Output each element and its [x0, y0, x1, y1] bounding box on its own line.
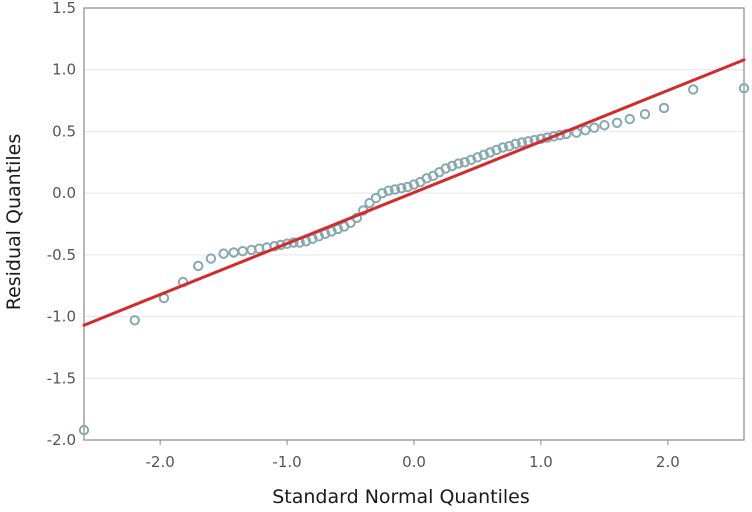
qq-point — [453, 158, 464, 169]
grid-lines — [84, 69, 744, 379]
qq-point — [465, 154, 477, 166]
y-tick-label: -0.5 — [47, 246, 76, 264]
qq-point — [402, 181, 413, 193]
y-axis-ticks: -2.0 -1.5 -1.0 -0.5 0.0 0.5 1.0 1.5 — [47, 0, 76, 449]
qq-point — [440, 163, 451, 174]
qq-point — [472, 152, 483, 163]
qq-point — [516, 137, 528, 148]
y-tick-label: -1.0 — [47, 308, 76, 326]
qq-point — [589, 122, 600, 133]
y-axis-title: Residual Quantiles — [3, 134, 25, 311]
data-points — [78, 83, 750, 436]
qq-point — [599, 120, 610, 131]
qq-point — [478, 149, 490, 161]
qq-point — [218, 248, 229, 259]
qq-point — [510, 138, 521, 149]
plot-frame — [83, 7, 745, 441]
y-tick-label: 0.0 — [52, 184, 76, 202]
qq-point — [446, 160, 458, 172]
qq-point — [396, 183, 407, 194]
qq-point — [370, 192, 382, 204]
qq-point — [658, 102, 670, 114]
y-tick-label: 0.5 — [52, 122, 76, 140]
y-tick-label: -1.5 — [47, 369, 76, 387]
qq-point — [688, 84, 699, 95]
qq-point — [193, 260, 204, 272]
x-axis-ticks: -2.0 -1.0 0.0 1.0 2.0 — [146, 440, 680, 471]
qq-point — [389, 184, 401, 195]
qq-point — [129, 315, 140, 326]
qq-point — [580, 124, 591, 136]
reference-line — [82, 58, 746, 327]
qq-point — [611, 117, 623, 128]
y-tick-label: 1.0 — [52, 61, 76, 79]
x-tick-label: 2.0 — [656, 453, 680, 471]
qq-point — [497, 142, 509, 153]
x-tick-label: -1.0 — [272, 453, 301, 471]
qq-point — [377, 187, 388, 199]
x-tick-label: 0.0 — [402, 453, 426, 471]
qq-point — [421, 173, 432, 184]
qq-point — [738, 83, 750, 94]
qq-point — [548, 131, 559, 142]
qq-point — [639, 108, 651, 120]
qq-point — [237, 245, 248, 257]
qq-point — [484, 147, 496, 158]
y-tick-label: 1.5 — [52, 0, 76, 17]
qq-point — [383, 185, 394, 196]
qq-point — [503, 141, 515, 152]
qq-point — [459, 157, 470, 168]
qq-point — [408, 179, 420, 190]
qq-point — [491, 144, 502, 156]
qq-point — [78, 424, 90, 436]
x-tick-label: 1.0 — [529, 453, 553, 471]
qq-point — [364, 197, 375, 209]
x-tick-label: -2.0 — [146, 453, 175, 471]
qq-point — [624, 113, 635, 125]
y-tick-label: -2.0 — [47, 431, 76, 449]
x-axis-title: Standard Normal Quantiles — [272, 486, 530, 508]
qq-point — [205, 253, 217, 264]
